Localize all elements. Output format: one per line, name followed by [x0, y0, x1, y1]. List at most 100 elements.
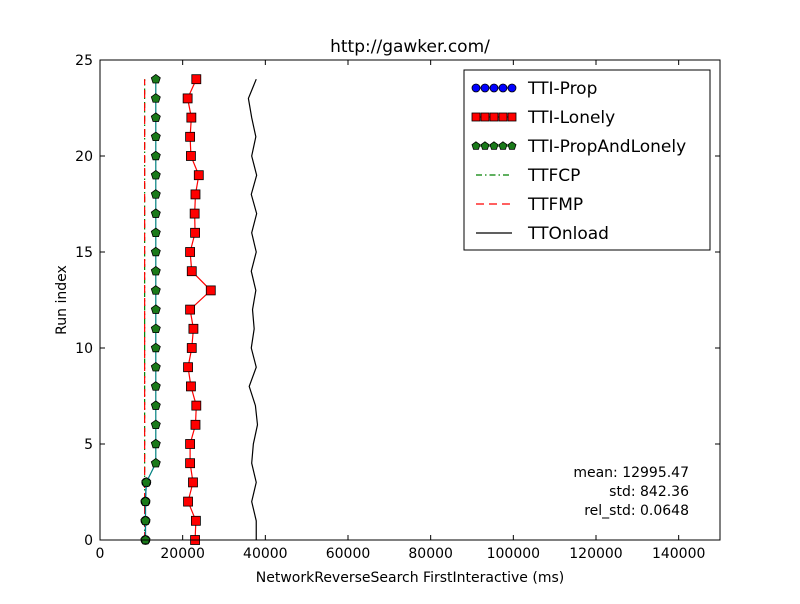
series-line-ttonload — [247, 78, 259, 540]
data-point-tti-lonely — [185, 247, 196, 257]
data-point-tti-propandlonely — [150, 189, 161, 199]
stats-annotations: mean: 12995.47 std: 842.36 rel_std: 0.06… — [573, 465, 689, 519]
data-point-tti-lonely — [190, 515, 201, 526]
data-point-tti-propandlonely — [150, 73, 161, 84]
data-point-tti-lonely — [186, 112, 197, 123]
data-point-tti-lonely — [191, 74, 202, 85]
legend-marker-tti-propandlonely — [480, 141, 490, 150]
x-tick-label: 80000 — [408, 546, 453, 562]
legend-label-ttonload: TTOnload — [527, 224, 609, 244]
series-ttonload — [247, 78, 259, 540]
legend-label-ttfmp: TTFMP — [527, 195, 583, 215]
legend-marker-tti-lonely — [471, 112, 481, 122]
data-point-tti-lonely — [190, 227, 200, 238]
data-point-tti-propandlonely — [150, 131, 161, 142]
legend-marker-tti-prop — [480, 83, 490, 93]
data-point-tti-propandlonely — [150, 361, 161, 372]
x-tick-label: 40000 — [243, 546, 288, 562]
legend-marker-tti-prop — [498, 83, 508, 93]
legend-label-tti-prop: TTI-Prop — [527, 79, 597, 99]
data-point-tti-propandlonely — [150, 400, 161, 410]
legend-marker-tti-lonely — [507, 112, 517, 122]
chart-marks — [140, 73, 259, 545]
y-axis-label: Run index — [54, 265, 70, 335]
data-point-tti-lonely — [193, 170, 204, 181]
data-point-tti-lonely — [185, 304, 196, 315]
data-point-tti-propandlonely — [150, 419, 161, 430]
y-tick-label: 0 — [84, 533, 93, 549]
data-point-tti-lonely — [182, 93, 193, 104]
data-point-tti-propandlonely — [150, 438, 161, 449]
x-tick-label: 120000 — [569, 546, 622, 562]
plot-frame — [99, 59, 721, 541]
data-point-tti-propandlonely — [150, 112, 161, 122]
legend-marker-tti-prop — [507, 83, 517, 93]
data-point-tti-lonely — [188, 323, 199, 334]
data-point-tti-lonely — [185, 439, 196, 449]
data-point-tti-lonely — [186, 266, 197, 277]
data-point-tti-lonely — [190, 419, 201, 430]
data-point-tti-lonely — [183, 496, 193, 507]
legend-marker-tti-prop — [471, 83, 481, 93]
y-tick-label: 15 — [75, 245, 93, 261]
data-point-tti-propandlonely — [150, 342, 161, 353]
series-tti-lonely — [182, 74, 216, 545]
data-point-tti-lonely — [190, 189, 201, 200]
data-point-tti-propandlonely — [150, 381, 161, 391]
data-point-tti-propandlonely — [150, 93, 161, 103]
x-tick-label: 100000 — [487, 546, 540, 562]
data-point-tti-propandlonely — [150, 208, 161, 218]
legend-box — [463, 69, 711, 251]
data-point-tti-propandlonely — [150, 457, 161, 468]
annotation-mean: mean: 12995.47 — [573, 465, 689, 481]
legend-label-ttfcp: TTFCP — [527, 166, 580, 186]
x-axis-label: NetworkReverseSearch FirstInteractive (m… — [256, 570, 564, 586]
data-point-tti-propandlonely — [150, 169, 161, 180]
x-tick-label: 20000 — [160, 546, 205, 562]
x-tick-label: 0 — [96, 546, 105, 562]
y-tick-label: 25 — [75, 53, 93, 69]
data-point-tti-propandlonely — [150, 246, 161, 257]
data-point-tti-propandlonely — [140, 496, 151, 506]
data-point-tti-propandlonely — [150, 304, 161, 314]
chart-title: http://gawker.com/ — [330, 37, 490, 57]
chart-axes: 0 20000 40000 60000 80000 100000 120000 140000 0… — [75, 53, 720, 562]
data-point-tti-propandlonely — [150, 150, 161, 161]
legend-marker-tti-propandlonely — [507, 141, 517, 150]
legend-marker-tti-propandlonely — [471, 141, 481, 150]
data-point-tti-propandlonely — [150, 323, 161, 334]
data-point-tti-lonely — [205, 285, 216, 296]
data-point-tti-lonely — [186, 343, 197, 353]
annotation-rel-std: rel_std: 0.0648 — [584, 503, 689, 519]
data-point-tti-lonely — [183, 362, 193, 373]
legend-marker-tti-prop — [489, 83, 499, 93]
legend-marker-tti-lonely — [489, 112, 499, 122]
legend: TTI-Prop TTI-Lonely TTI-PropAndLonely TTFCP… — [463, 69, 711, 251]
y-tick-label: 5 — [84, 437, 93, 453]
data-point-tti-lonely — [189, 208, 200, 219]
data-point-tti-propandlonely — [150, 227, 161, 238]
legend-label-tti-propandlonely: TTI-PropAndLonely — [527, 137, 686, 157]
data-point-tti-lonely — [188, 477, 198, 488]
legend-marker-tti-lonely — [498, 112, 508, 122]
data-point-tti-lonely — [191, 400, 202, 411]
data-point-tti-propandlonely — [141, 477, 152, 487]
legend-marker-tti-lonely — [480, 112, 490, 122]
data-point-tti-lonely — [186, 151, 196, 161]
x-tick-label: 140000 — [652, 546, 705, 562]
y-tick-label: 20 — [75, 149, 93, 165]
legend-label-tti-lonely: TTI-Lonely — [527, 108, 615, 128]
series-tti-propandlonely — [140, 73, 161, 545]
x-tick-label: 60000 — [326, 546, 371, 562]
data-point-tti-lonely — [185, 458, 196, 469]
data-point-tti-propandlonely — [150, 285, 161, 295]
data-point-tti-propandlonely — [140, 515, 151, 526]
annotation-std: std: 842.36 — [609, 484, 689, 500]
y-tick-label: 10 — [75, 341, 93, 357]
legend-marker-tti-propandlonely — [498, 141, 508, 150]
legend-marker-tti-propandlonely — [489, 141, 499, 150]
data-point-tti-lonely — [185, 131, 196, 142]
data-point-tti-lonely — [186, 381, 196, 392]
